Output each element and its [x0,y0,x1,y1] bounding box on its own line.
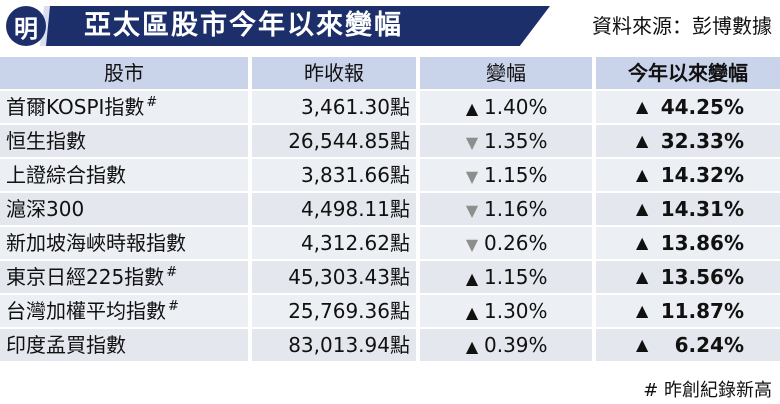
close-value: 26,544.85點 [252,125,416,157]
table-row: 印度孟買指數 83,013.94點 ▲ 0.39% ▲ 6.24% [0,328,780,362]
index-table: 股市 昨收報 變幅 今年以來變幅 首爾KOSPI指數 #3,461.30點 ▲ 1.4… [0,56,780,362]
up-triangle-icon: ▲ [636,301,649,320]
close-value: 4,498.11點 [252,193,416,225]
index-name-cell: 上證綜合指數 [0,159,248,191]
close-value: 3,461.30點 [252,91,416,123]
col-header-ytd: 今年以來變幅 [596,57,780,89]
up-triangle-icon: ▲ [636,233,649,252]
index-name-cell: 印度孟買指數 [0,329,248,361]
ytd-change: 14.31% [660,197,744,221]
header: 明 亞太區股市今年以來變幅 資料來源：彭博數據 [0,0,780,52]
up-triangle-icon: ▲ [465,99,479,118]
col-header-close: 昨收報 [252,57,416,89]
daily-change-cell: ▲ 1.30% [420,295,592,327]
index-name: 印度孟買指數 [6,333,126,357]
col-header-change: 變幅 [420,57,592,89]
close-value: 4,312.62點 [252,227,416,259]
daily-change: 1.30% [484,299,548,323]
daily-change-cell: ▲ 1.15% [420,261,592,293]
page-title: 亞太區股市今年以來變幅 [84,10,403,41]
close-value: 45,303.43點 [252,261,416,293]
daily-change: 1.16% [484,197,548,221]
down-triangle-icon: ▼ [465,167,479,186]
header-row: 股市 昨收報 變幅 今年以來變幅 [0,56,780,90]
title-bar [46,6,550,46]
ytd-change: 32.33% [660,129,744,153]
daily-change: 1.40% [484,95,548,119]
index-name-cell: 滬深300 [0,193,248,225]
col-header-name: 股市 [0,57,248,89]
ytd-change: 13.86% [660,231,744,255]
daily-change: 1.15% [484,163,548,187]
ytd-change-cell: ▲ 11.87% [596,295,780,327]
table-row: 滬深300 4,498.11點 ▼ 1.16% ▲ 14.31% [0,192,780,226]
table-row: 首爾KOSPI指數 #3,461.30點 ▲ 1.40% ▲ 44.25% [0,90,780,124]
daily-change-cell: ▲ 1.40% [420,91,592,123]
table-row: 台灣加權平均指數 #25,769.36點 ▲ 1.30% ▲ 11.87% [0,294,780,328]
up-triangle-icon: ▲ [465,269,479,288]
ytd-change-cell: ▲ 44.25% [596,91,780,123]
up-triangle-icon: ▲ [465,303,479,322]
close-value: 25,769.36點 [252,295,416,327]
up-triangle-icon: ▲ [636,131,649,150]
table-row: 新加坡海峽時報指數 4,312.62點 ▼ 0.26% ▲ 13.86% [0,226,780,260]
ytd-change: 44.25% [660,95,744,119]
up-triangle-icon: ▲ [465,337,479,356]
down-triangle-icon: ▼ [465,133,479,152]
ytd-change-cell: ▲ 14.31% [596,193,780,225]
record-high-mark: # [168,299,179,314]
index-name: 新加坡海峽時報指數 [6,231,186,255]
ytd-change: 13.56% [660,265,744,289]
table-row: 東京日經225指數 #45,303.43點 ▲ 1.15% ▲ 13.56% [0,260,780,294]
ytd-change: 14.32% [660,163,744,187]
close-value: 3,831.66點 [252,159,416,191]
up-triangle-icon: ▲ [636,165,649,184]
index-name: 東京日經225指數 [6,265,165,289]
ytd-change: 6.24% [674,333,744,357]
record-high-mark: # [166,265,178,280]
ytd-change-cell: ▲ 13.56% [596,261,780,293]
index-name: 台灣加權平均指數 [6,299,166,323]
ytd-change-cell: ▲ 14.32% [596,159,780,191]
daily-change-cell: ▼ 1.16% [420,193,592,225]
daily-change: 0.39% [484,333,548,357]
index-name: 恒生指數 [6,129,86,153]
down-triangle-icon: ▼ [465,235,479,254]
daily-change: 0.26% [484,231,548,255]
up-triangle-icon: ▲ [636,267,649,286]
table-row: 上證綜合指數 3,831.66點 ▼ 1.15% ▲ 14.32% [0,158,780,192]
index-name-cell: 台灣加權平均指數 # [0,295,248,327]
up-triangle-icon: ▲ [636,335,649,354]
ytd-change-cell: ▲ 6.24% [596,329,780,361]
index-name: 滬深300 [6,197,85,221]
footnote: # 昨創紀錄新高 [643,380,772,401]
table-body: 首爾KOSPI指數 #3,461.30點 ▲ 1.40% ▲ 44.25% 恒生指數 26,5… [0,90,780,362]
data-source: 資料來源：彭博數據 [592,14,772,38]
index-name: 首爾KOSPI指數 [6,95,145,119]
table-header: 股市 昨收報 變幅 今年以來變幅 [0,56,780,90]
index-name: 上證綜合指數 [6,163,126,187]
daily-change: 1.35% [484,129,548,153]
daily-change-cell: ▲ 0.39% [420,329,592,361]
record-high-mark: # [146,95,158,110]
daily-change: 1.15% [484,265,548,289]
up-triangle-icon: ▲ [636,199,649,218]
up-triangle-icon: ▲ [636,97,649,116]
daily-change-cell: ▼ 1.35% [420,125,592,157]
index-name-cell: 新加坡海峽時報指數 [0,227,248,259]
index-name-cell: 東京日經225指數 # [0,261,248,293]
daily-change-cell: ▼ 1.15% [420,159,592,191]
ytd-change-cell: ▲ 32.33% [596,125,780,157]
index-name-cell: 恒生指數 [0,125,248,157]
ytd-change: 11.87% [660,299,744,323]
table-row: 恒生指數 26,544.85點 ▼ 1.35% ▲ 32.33% [0,124,780,158]
ytd-change-cell: ▲ 13.86% [596,227,780,259]
newspaper-logo: 明 [6,6,46,46]
daily-change-cell: ▼ 0.26% [420,227,592,259]
down-triangle-icon: ▼ [465,201,479,220]
index-name-cell: 首爾KOSPI指數 # [0,91,248,123]
close-value: 83,013.94點 [252,329,416,361]
